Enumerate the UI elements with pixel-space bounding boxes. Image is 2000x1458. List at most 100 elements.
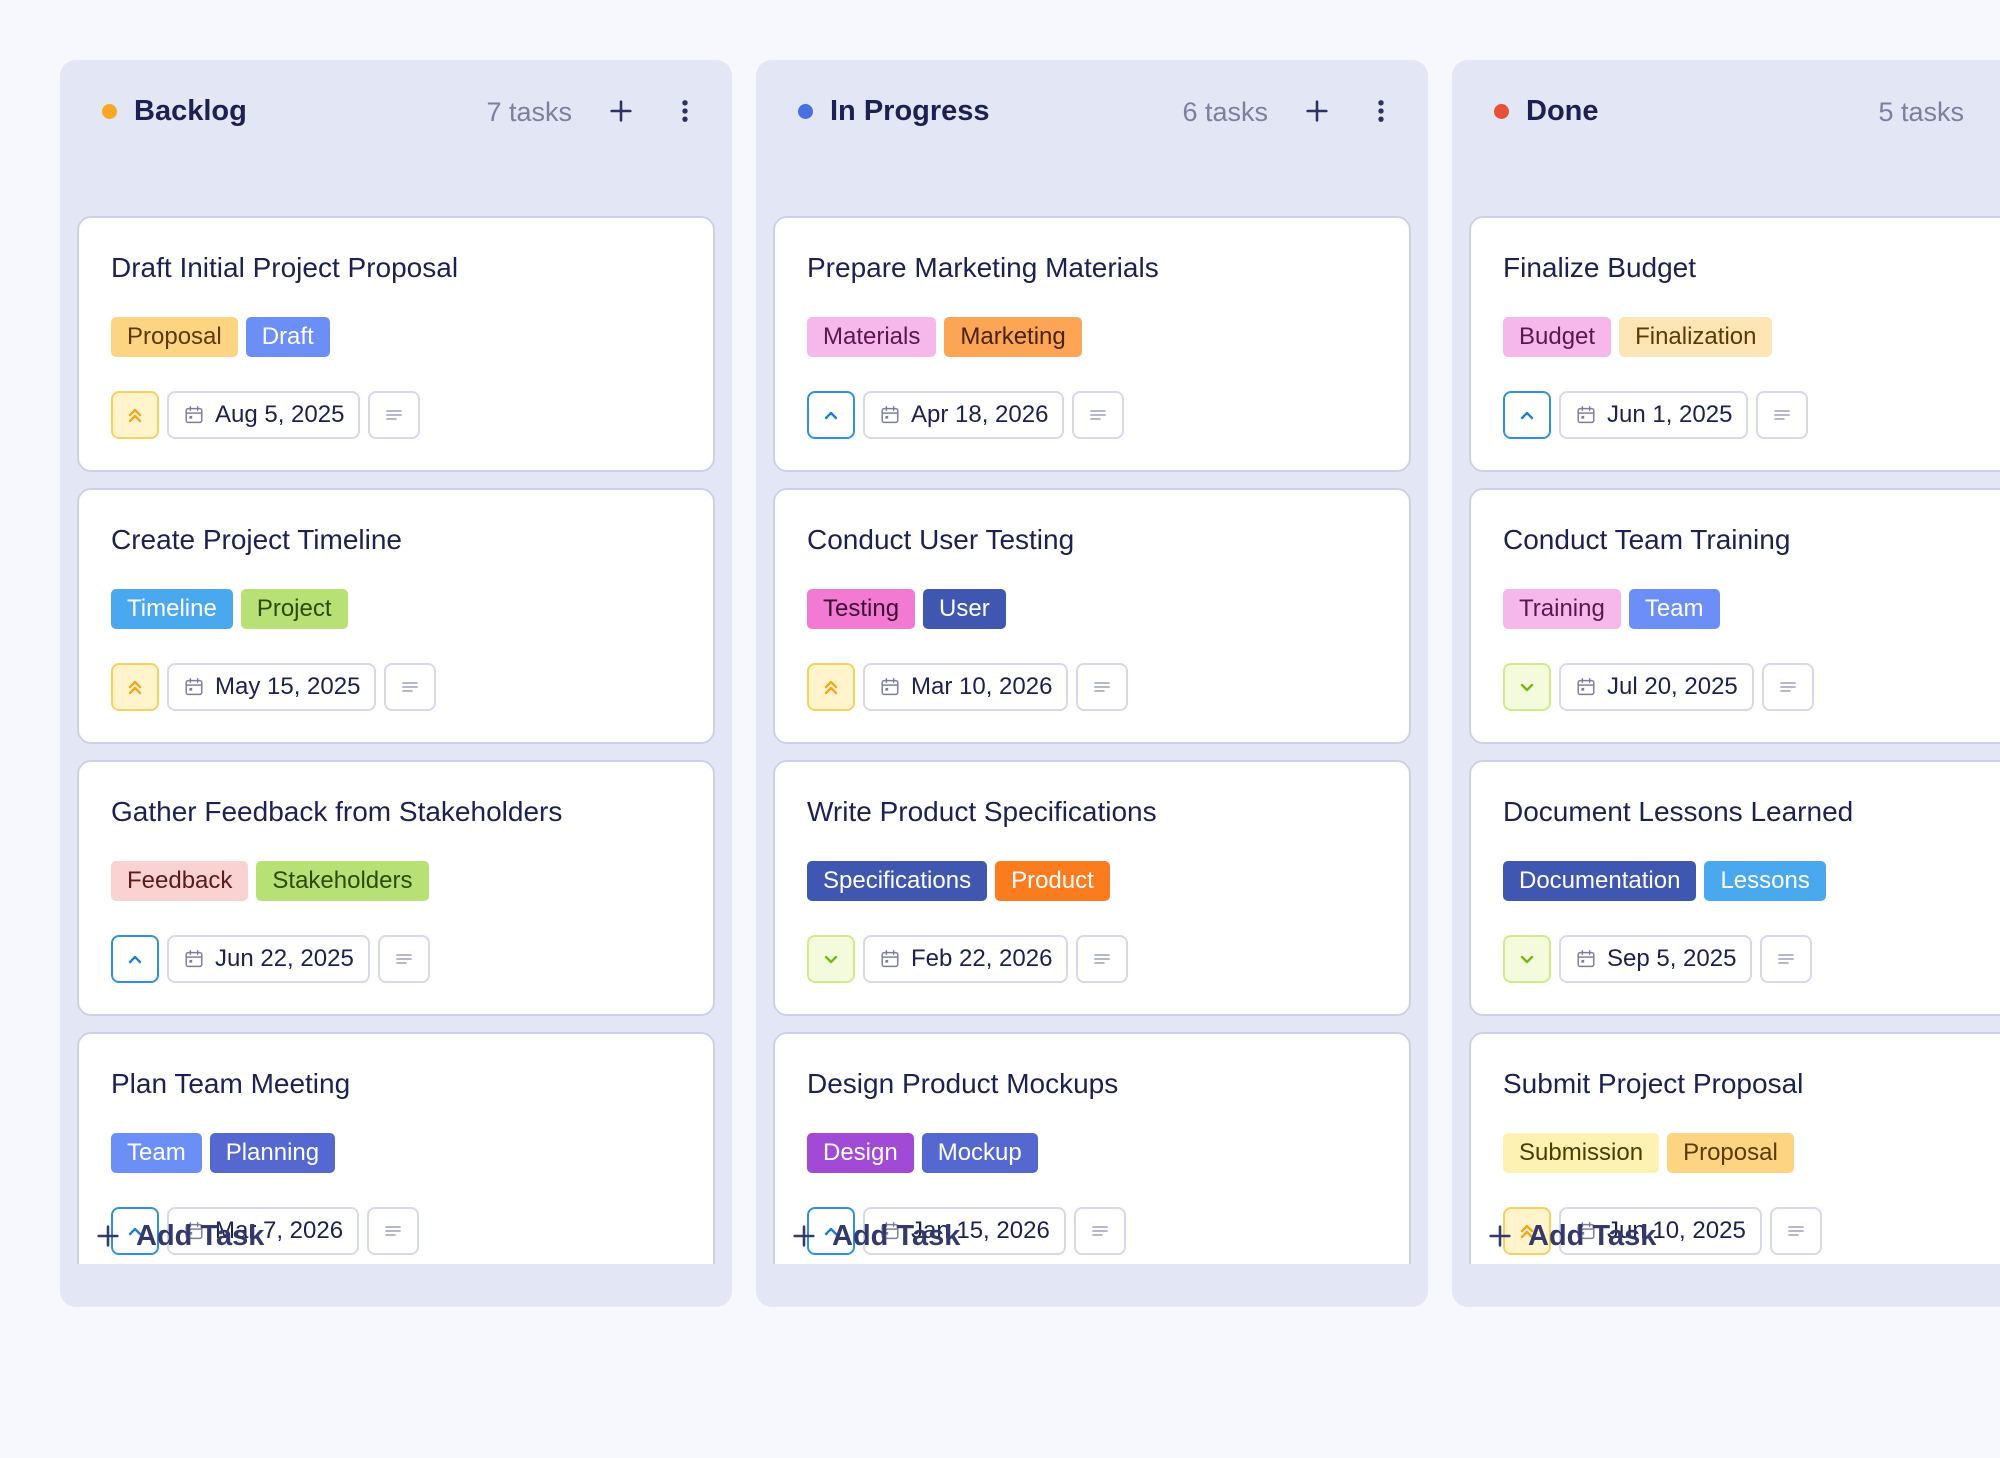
tag-list: Feedback Stakeholders: [111, 861, 429, 901]
due-date-button[interactable]: Jun 10, 2025: [1559, 1207, 1762, 1255]
due-date-button[interactable]: Jan 15, 2026: [863, 1207, 1066, 1255]
description-button[interactable]: [1076, 663, 1129, 711]
due-date-button[interactable]: Mar 10, 2026: [863, 663, 1069, 711]
priority-button[interactable]: [1503, 1207, 1551, 1255]
task-card[interactable]: Create Project Timeline Timeline Project Ma…: [77, 488, 715, 744]
calendar-icon: [1577, 406, 1595, 424]
description-button[interactable]: [367, 1207, 420, 1255]
task-card[interactable]: Plan Team Meeting Team Planning Mar 7, 2026: [77, 1032, 715, 1264]
due-date-button[interactable]: Feb 22, 2026: [863, 935, 1069, 983]
task-title: Document Lessons Learned: [1503, 796, 1854, 827]
description-icon: [1090, 410, 1107, 420]
plus-icon: [790, 1222, 818, 1250]
add-task-button[interactable]: Add Task: [790, 1216, 960, 1256]
task-card[interactable]: Finalize Budget Budget Finalization Jun 1, …: [1469, 216, 2000, 472]
description-button[interactable]: [1076, 935, 1129, 983]
due-date-button[interactable]: Sep 5, 2025: [1559, 935, 1753, 983]
tag[interactable]: Product: [995, 861, 1110, 901]
priority-button[interactable]: [807, 663, 855, 711]
tag-list: Testing User: [807, 589, 1006, 629]
priority-button[interactable]: [111, 1207, 159, 1255]
tag[interactable]: Finalization: [1619, 317, 1773, 357]
task-card[interactable]: Design Product Mockups Design Mockup Jan 15…: [773, 1032, 1411, 1264]
tag[interactable]: Documentation: [1503, 861, 1697, 901]
task-title: Finalize Budget: [1503, 252, 1697, 283]
task-card[interactable]: Write Product Specifications Specificatio…: [773, 760, 1411, 1016]
tag[interactable]: Materials: [807, 317, 937, 357]
calendar-icon: [185, 406, 203, 424]
task-meta: Jul 20, 2025: [1503, 663, 1814, 711]
chevron-up-icon: [824, 1227, 838, 1236]
tag[interactable]: Proposal: [1667, 1133, 1794, 1173]
due-date-button[interactable]: Mar 7, 2026: [167, 1207, 360, 1255]
tag[interactable]: Planning: [209, 1133, 336, 1173]
task-card[interactable]: Conduct Team Training Training Team Jul 20,…: [1469, 488, 2000, 744]
description-button[interactable]: [1073, 1207, 1126, 1255]
tag[interactable]: Draft: [245, 317, 330, 357]
tag[interactable]: Training: [1503, 589, 1621, 629]
due-date-button[interactable]: Apr 18, 2026: [863, 391, 1065, 439]
description-button[interactable]: [1756, 391, 1809, 439]
due-date-button[interactable]: Jun 22, 2025: [167, 935, 370, 983]
priority-button[interactable]: [1503, 391, 1551, 439]
tag[interactable]: Project: [240, 589, 348, 629]
tag[interactable]: Stakeholders: [256, 861, 429, 901]
task-meta: Jun 10, 2025: [1503, 1207, 1822, 1255]
tag[interactable]: Lessons: [1704, 861, 1826, 901]
priority-button[interactable]: [111, 663, 159, 711]
due-date-button[interactable]: Jul 20, 2025: [1559, 663, 1754, 711]
add-card-button[interactable]: [600, 90, 642, 132]
tag[interactable]: Budget: [1503, 317, 1612, 357]
column-menu-button[interactable]: [1366, 90, 1396, 132]
due-date-button[interactable]: Aug 5, 2025: [167, 391, 361, 439]
tag[interactable]: Specifications: [807, 861, 988, 901]
add-card-button[interactable]: [1992, 90, 2000, 132]
priority-button[interactable]: [807, 935, 855, 983]
due-date-button[interactable]: Jun 1, 2025: [1559, 391, 1749, 439]
task-card[interactable]: Document Lessons Learned Documentation Les…: [1469, 760, 2000, 1016]
priority-button[interactable]: [111, 935, 159, 983]
description-button[interactable]: [384, 663, 437, 711]
column-done: Done 5 tasks Finalize Budget Budget Finaliza…: [1452, 60, 2000, 1307]
tag[interactable]: Timeline: [111, 589, 233, 629]
due-date-button[interactable]: May 15, 2025: [167, 663, 377, 711]
tag[interactable]: Design: [807, 1133, 914, 1173]
task-card[interactable]: Submit Project Proposal Submission Proposa…: [1469, 1032, 2000, 1264]
description-button[interactable]: [377, 935, 430, 983]
description-button[interactable]: [1769, 1207, 1822, 1255]
description-icon: [402, 682, 419, 692]
task-card[interactable]: Conduct User Testing Testing User Mar 10, 2…: [773, 488, 1411, 744]
add-task-button[interactable]: Add Task: [94, 1216, 264, 1256]
tag[interactable]: Mockup: [921, 1133, 1038, 1173]
priority-button[interactable]: [807, 1207, 855, 1255]
tag[interactable]: Submission: [1503, 1133, 1660, 1173]
tag[interactable]: Team: [111, 1133, 202, 1173]
description-button[interactable]: [1761, 663, 1814, 711]
tag[interactable]: Testing: [807, 589, 916, 629]
column-menu-button[interactable]: [670, 90, 700, 132]
task-card[interactable]: Gather Feedback from Stakeholders Feedbac…: [77, 760, 715, 1016]
priority-button[interactable]: [1503, 663, 1551, 711]
description-button[interactable]: [368, 391, 421, 439]
calendar-icon: [1577, 678, 1595, 696]
tag[interactable]: Proposal: [111, 317, 238, 357]
add-task-button[interactable]: Add Task: [1486, 1216, 1656, 1256]
priority-button[interactable]: [807, 391, 855, 439]
due-date: Jun 22, 2025: [215, 945, 354, 972]
priority-button[interactable]: [111, 391, 159, 439]
description-button[interactable]: [1072, 391, 1125, 439]
task-meta: Feb 22, 2026: [807, 935, 1129, 983]
due-date: Apr 18, 2026: [911, 401, 1049, 428]
task-meta: May 15, 2025: [111, 663, 437, 711]
tag[interactable]: Marketing: [944, 317, 1082, 357]
task-card[interactable]: Draft Initial Project Proposal Proposal Dr…: [77, 216, 715, 472]
due-date: Jan 15, 2026: [911, 1217, 1050, 1244]
task-title: Draft Initial Project Proposal: [111, 252, 459, 283]
priority-button[interactable]: [1503, 935, 1551, 983]
tag[interactable]: Team: [1628, 589, 1720, 629]
tag[interactable]: User: [923, 589, 1006, 629]
description-button[interactable]: [1760, 935, 1813, 983]
add-card-button[interactable]: [1296, 90, 1338, 132]
task-card[interactable]: Prepare Marketing Materials Materials Mark…: [773, 216, 1411, 472]
tag[interactable]: Feedback: [111, 861, 249, 901]
